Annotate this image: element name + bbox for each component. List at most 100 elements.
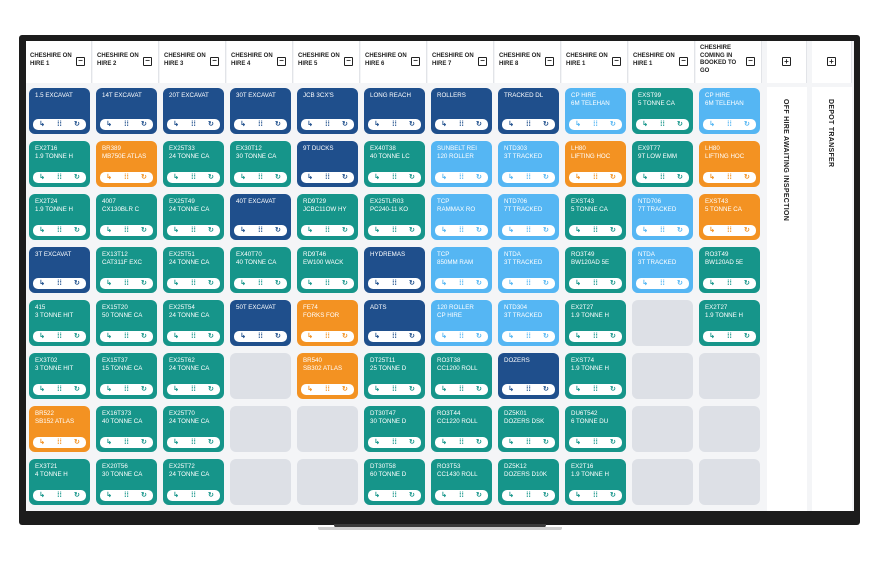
details-icon[interactable]: ⁞⁞ (392, 332, 397, 340)
equipment-card[interactable]: TRACKED DL ↳ ⁞⁞ ↻ (498, 88, 559, 134)
refresh-icon[interactable]: ↻ (141, 279, 147, 287)
refresh-icon[interactable]: ↻ (208, 385, 214, 393)
move-icon[interactable]: ↳ (173, 120, 179, 128)
equipment-card[interactable]: RD9T29 JCBC11OW HY ↳ ⁞⁞ ↻ (297, 194, 358, 240)
equipment-card[interactable]: BR389 MB750E ATLAS ↳ ⁞⁞ ↻ (96, 141, 157, 187)
details-icon[interactable]: ⁞⁞ (392, 279, 397, 287)
details-icon[interactable]: ⁞⁞ (526, 385, 531, 393)
details-icon[interactable]: ⁞⁞ (124, 438, 129, 446)
move-icon[interactable]: ↳ (441, 120, 447, 128)
refresh-icon[interactable]: ↻ (543, 332, 549, 340)
collapse-icon[interactable]: − (143, 57, 152, 66)
refresh-icon[interactable]: ↻ (610, 120, 616, 128)
move-icon[interactable]: ↳ (575, 226, 581, 234)
equipment-card[interactable]: EX25T62 24 TONNE CA ↳ ⁞⁞ ↻ (163, 353, 224, 399)
equipment-card[interactable]: NTD706 7T TRACKED ↳ ⁞⁞ ↻ (632, 194, 693, 240)
move-icon[interactable]: ↳ (374, 438, 380, 446)
refresh-icon[interactable]: ↻ (476, 332, 482, 340)
collapse-icon[interactable]: − (478, 57, 487, 66)
equipment-card[interactable]: EX2T16 1.9 TONNE H ↳ ⁞⁞ ↻ (29, 141, 90, 187)
refresh-icon[interactable]: ↻ (409, 173, 415, 181)
move-icon[interactable]: ↳ (374, 120, 380, 128)
equipment-card[interactable]: NTD303 3T TRACKED ↳ ⁞⁞ ↻ (498, 141, 559, 187)
move-icon[interactable]: ↳ (575, 279, 581, 287)
collapse-icon[interactable]: − (746, 57, 755, 66)
refresh-icon[interactable]: ↻ (275, 226, 281, 234)
details-icon[interactable]: ⁞⁞ (124, 332, 129, 340)
equipment-card[interactable]: ADTS ↳ ⁞⁞ ↻ (364, 300, 425, 346)
equipment-card[interactable]: DZ5K12 DOZERS D10K ↳ ⁞⁞ ↻ (498, 459, 559, 505)
move-icon[interactable]: ↳ (508, 226, 514, 234)
move-icon[interactable]: ↳ (575, 491, 581, 499)
refresh-icon[interactable]: ↻ (409, 120, 415, 128)
details-icon[interactable]: ⁞⁞ (325, 332, 330, 340)
details-icon[interactable]: ⁞⁞ (57, 120, 62, 128)
equipment-card[interactable]: DT30T47 30 TONNE D ↳ ⁞⁞ ↻ (364, 406, 425, 452)
equipment-card[interactable]: RO3T38 CC1200 ROLL ↳ ⁞⁞ ↻ (431, 353, 492, 399)
move-icon[interactable]: ↳ (307, 385, 313, 393)
refresh-icon[interactable]: ↻ (744, 226, 750, 234)
refresh-icon[interactable]: ↻ (744, 279, 750, 287)
equipment-card[interactable]: 4007 CX130BLR C ↳ ⁞⁞ ↻ (96, 194, 157, 240)
move-icon[interactable]: ↳ (441, 173, 447, 181)
refresh-icon[interactable]: ↻ (677, 173, 683, 181)
expand-icon[interactable]: + (827, 57, 836, 66)
details-icon[interactable]: ⁞⁞ (258, 120, 263, 128)
equipment-card[interactable]: EX3T21 4 TONNE H ↳ ⁞⁞ ↻ (29, 459, 90, 505)
empty-slot[interactable] (230, 353, 291, 399)
refresh-icon[interactable]: ↻ (476, 491, 482, 499)
empty-slot[interactable] (230, 406, 291, 452)
move-icon[interactable]: ↳ (307, 226, 313, 234)
refresh-icon[interactable]: ↻ (476, 226, 482, 234)
expand-icon[interactable]: + (782, 57, 791, 66)
details-icon[interactable]: ⁞⁞ (392, 385, 397, 393)
equipment-card[interactable]: EX16T373 40 TONNE CA ↳ ⁞⁞ ↻ (96, 406, 157, 452)
equipment-card[interactable]: 1.5 EXCAVAT ↳ ⁞⁞ ↻ (29, 88, 90, 134)
refresh-icon[interactable]: ↻ (610, 332, 616, 340)
details-icon[interactable]: ⁞⁞ (727, 226, 732, 234)
equipment-card[interactable]: DOZERS ↳ ⁞⁞ ↻ (498, 353, 559, 399)
refresh-icon[interactable]: ↻ (141, 438, 147, 446)
details-icon[interactable]: ⁞⁞ (57, 279, 62, 287)
empty-slot[interactable] (632, 300, 693, 346)
equipment-card[interactable]: 20T EXCAVAT ↳ ⁞⁞ ↻ (163, 88, 224, 134)
refresh-icon[interactable]: ↻ (141, 385, 147, 393)
refresh-icon[interactable]: ↻ (543, 385, 549, 393)
details-icon[interactable]: ⁞⁞ (325, 173, 330, 181)
empty-slot[interactable] (297, 459, 358, 505)
refresh-icon[interactable]: ↻ (409, 491, 415, 499)
move-icon[interactable]: ↳ (106, 438, 112, 446)
refresh-icon[interactable]: ↻ (476, 385, 482, 393)
empty-slot[interactable] (632, 459, 693, 505)
empty-slot[interactable] (699, 353, 760, 399)
move-icon[interactable]: ↳ (508, 279, 514, 287)
refresh-icon[interactable]: ↻ (275, 120, 281, 128)
details-icon[interactable]: ⁞⁞ (392, 226, 397, 234)
refresh-icon[interactable]: ↻ (141, 173, 147, 181)
details-icon[interactable]: ⁞⁞ (325, 120, 330, 128)
move-icon[interactable]: ↳ (575, 120, 581, 128)
move-icon[interactable]: ↳ (441, 226, 447, 234)
equipment-card[interactable]: 30T EXCAVAT ↳ ⁞⁞ ↻ (230, 88, 291, 134)
equipment-card[interactable]: NTD304 3T TRACKED ↳ ⁞⁞ ↻ (498, 300, 559, 346)
move-icon[interactable]: ↳ (307, 173, 313, 181)
move-icon[interactable]: ↳ (709, 332, 715, 340)
refresh-icon[interactable]: ↻ (74, 385, 80, 393)
move-icon[interactable]: ↳ (39, 120, 45, 128)
details-icon[interactable]: ⁞⁞ (325, 226, 330, 234)
move-icon[interactable]: ↳ (307, 332, 313, 340)
equipment-card[interactable]: RO3T49 BW120AD 5E ↳ ⁞⁞ ↻ (565, 247, 626, 293)
details-icon[interactable]: ⁞⁞ (727, 173, 732, 181)
refresh-icon[interactable]: ↻ (275, 332, 281, 340)
refresh-icon[interactable]: ↻ (744, 173, 750, 181)
collapse-icon[interactable]: − (277, 57, 286, 66)
details-icon[interactable]: ⁞⁞ (526, 332, 531, 340)
details-icon[interactable]: ⁞⁞ (191, 120, 196, 128)
equipment-card[interactable]: BR522 SB152 ATLAS ↳ ⁞⁞ ↻ (29, 406, 90, 452)
details-icon[interactable]: ⁞⁞ (258, 226, 263, 234)
details-icon[interactable]: ⁞⁞ (593, 491, 598, 499)
equipment-card[interactable]: EX25TLR03 PC240-11 KO ↳ ⁞⁞ ↻ (364, 194, 425, 240)
move-icon[interactable]: ↳ (642, 279, 648, 287)
details-icon[interactable]: ⁞⁞ (325, 279, 330, 287)
move-icon[interactable]: ↳ (508, 438, 514, 446)
